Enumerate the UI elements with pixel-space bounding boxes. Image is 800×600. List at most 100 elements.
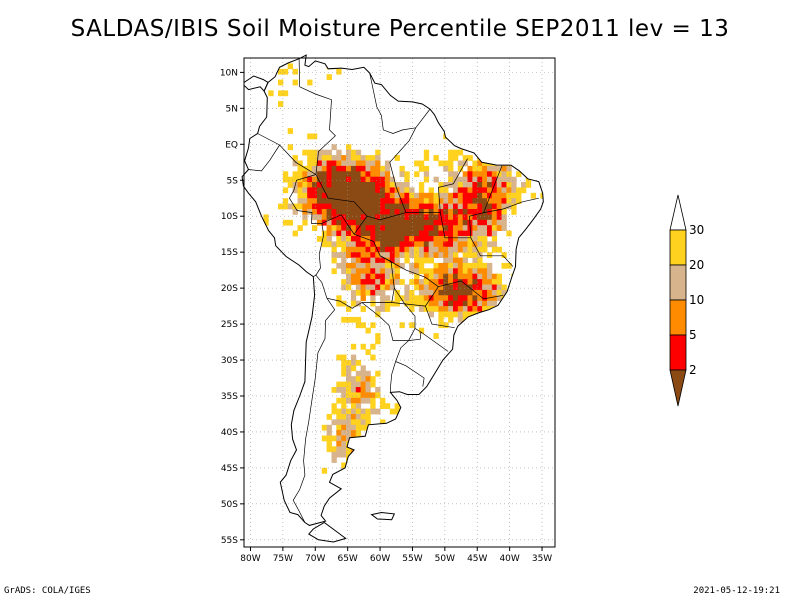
grid-cell [365, 273, 371, 280]
grid-cell [457, 236, 464, 242]
grid-cell [496, 289, 502, 296]
grid-cell [448, 300, 454, 307]
grid-cell [482, 430, 488, 436]
grid-cell [341, 414, 347, 420]
grid-cell [428, 289, 434, 296]
grid-cell [482, 273, 488, 280]
grid-cell [423, 295, 430, 302]
grid-cell [394, 257, 400, 264]
grid-cell [350, 252, 357, 258]
grid-cell [496, 408, 502, 415]
grid-cell [506, 295, 512, 302]
grid-cell [491, 343, 498, 350]
grid-cell [438, 289, 444, 296]
grid-cell [389, 176, 396, 183]
grid-cell [443, 230, 449, 237]
grid-cell [409, 209, 415, 215]
grid-cell [472, 171, 478, 178]
grid-cell [360, 262, 366, 269]
grid-cell [443, 192, 449, 199]
grid-cell [370, 343, 376, 350]
grid-cell [346, 209, 352, 215]
grid-cell [326, 203, 332, 210]
grid-cell [287, 63, 293, 70]
grid-cell [423, 300, 430, 307]
grid-cell [370, 219, 376, 226]
grid-cell [287, 144, 293, 151]
grid-cell [414, 230, 420, 237]
grid-cell [516, 316, 522, 323]
grid-cell [336, 68, 342, 75]
grid-cell [346, 176, 352, 183]
grid-cell [477, 257, 483, 264]
grid-cell [389, 424, 396, 431]
grid-cell [384, 279, 391, 285]
grid-cell [462, 192, 468, 199]
grid-cell [399, 198, 405, 204]
grid-cell [336, 397, 342, 404]
grid-cell [525, 289, 532, 296]
grid-cell [414, 403, 420, 409]
grid-cell [380, 289, 386, 296]
grid-cell [316, 187, 323, 194]
grid-cell [336, 419, 342, 426]
grid-cell [384, 225, 391, 231]
grid-cell [384, 176, 391, 183]
grid-cell [448, 219, 454, 226]
grid-cell [360, 365, 366, 372]
grid-cell [501, 192, 507, 199]
grid-cell [312, 192, 318, 199]
grid-cell [506, 446, 512, 453]
grid-cell [321, 198, 328, 204]
grid-cell [360, 440, 366, 447]
grid-cell [346, 284, 352, 291]
grid-cell [433, 225, 439, 231]
grid-cell [491, 225, 498, 231]
grid-cell [384, 230, 391, 237]
grid-cell [321, 176, 328, 183]
grid-cell [331, 268, 337, 275]
grid-cell [350, 165, 357, 172]
grid-cell [360, 457, 366, 463]
grid-cell [346, 149, 352, 156]
grid-cell [525, 333, 532, 339]
grid-cell [394, 408, 400, 415]
grid-cell [448, 354, 454, 361]
grid-cell [423, 214, 430, 221]
grid-cell [258, 446, 264, 453]
grid-cell [457, 187, 464, 194]
grid-cell [438, 403, 444, 409]
grid-cell [350, 360, 357, 366]
grid-cell [477, 408, 483, 415]
grid-cell [516, 171, 522, 178]
grid-cell [540, 424, 544, 431]
grid-cell [253, 262, 259, 269]
grid-cell [360, 241, 366, 248]
grid-cell [472, 209, 478, 215]
grid-cell [467, 138, 473, 145]
grid-cell [375, 160, 381, 167]
grid-cell [365, 289, 371, 296]
grid-cell [336, 262, 342, 269]
grid-cell [414, 241, 420, 248]
grid-cell [384, 268, 391, 275]
grid-cell [389, 246, 396, 253]
grid-cell [491, 149, 498, 156]
grid-cell [418, 295, 425, 302]
grid-cell [472, 300, 478, 307]
grid-cell [360, 295, 366, 302]
grid-cell [414, 219, 420, 226]
grid-cell [336, 171, 342, 178]
grid-cell [467, 284, 473, 291]
grid-cell [394, 203, 400, 210]
grid-cell [438, 252, 444, 258]
grid-cell [370, 246, 376, 253]
grid-cell [321, 203, 328, 210]
grid-cell [487, 149, 493, 156]
grid-cell [346, 316, 352, 323]
grid-cell [409, 451, 415, 458]
grid-cell [404, 246, 410, 253]
grid-cell [457, 122, 464, 129]
grid-cell [360, 230, 366, 237]
grid-cell [438, 219, 444, 226]
